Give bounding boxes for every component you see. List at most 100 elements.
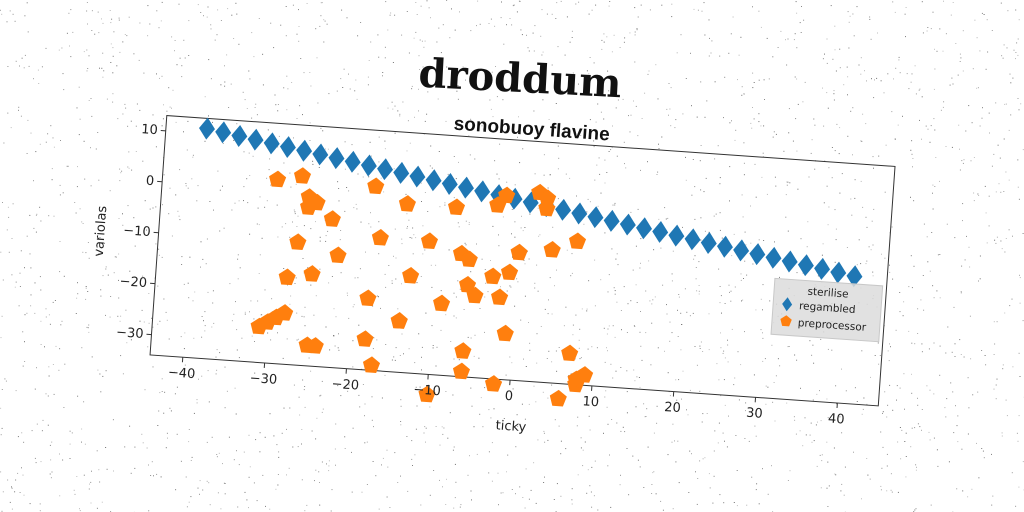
speckle-dot bbox=[936, 449, 938, 451]
speckle-dot bbox=[328, 470, 330, 472]
speckle-dot bbox=[173, 371, 175, 373]
speckle-dot bbox=[708, 349, 710, 351]
speckle-dot bbox=[555, 18, 557, 19]
speckle-dot bbox=[680, 312, 682, 314]
speckle-dot bbox=[695, 471, 696, 473]
speckle-dot bbox=[371, 396, 373, 398]
speckle-dot bbox=[248, 434, 250, 436]
speckle-dot bbox=[156, 10, 158, 12]
speckle-dot bbox=[795, 1, 797, 3]
speckle-dot bbox=[4, 378, 6, 380]
speckle-dot bbox=[188, 297, 190, 299]
speckle-dot bbox=[624, 163, 625, 165]
speckle-dot bbox=[506, 290, 508, 292]
speckle-dot bbox=[600, 111, 602, 113]
speckle-dot bbox=[521, 403, 523, 405]
speckle-dot bbox=[572, 81, 574, 82]
speckle-dot bbox=[164, 391, 166, 393]
speckle-dot bbox=[580, 447, 582, 449]
speckle-dot bbox=[933, 342, 935, 344]
speckle-dot bbox=[333, 335, 335, 336]
speckle-dot bbox=[443, 427, 445, 429]
speckle-dot bbox=[652, 472, 654, 474]
speckle-dot bbox=[401, 34, 403, 36]
speckle-dot bbox=[478, 357, 480, 359]
speckle-dot bbox=[876, 77, 878, 79]
speckle-dot bbox=[283, 162, 285, 164]
speckle-dot bbox=[932, 11, 934, 13]
speckle-dot bbox=[190, 496, 192, 498]
speckle-dot bbox=[158, 410, 160, 412]
speckle-dot bbox=[636, 28, 638, 30]
speckle-dot bbox=[666, 313, 668, 315]
point-preprocessor bbox=[300, 198, 318, 215]
speckle-dot bbox=[82, 223, 84, 224]
speckle-dot bbox=[968, 407, 970, 409]
speckle-dot bbox=[231, 320, 233, 322]
speckle-dot bbox=[320, 127, 322, 129]
speckle-dot bbox=[762, 156, 764, 158]
speckle-dot bbox=[174, 40, 176, 41]
speckle-dot bbox=[612, 325, 614, 327]
speckle-dot bbox=[936, 50, 938, 52]
speckle-dot bbox=[655, 64, 657, 66]
speckle-dot bbox=[30, 267, 32, 269]
speckle-dot bbox=[310, 85, 312, 87]
speckle-dot bbox=[708, 231, 710, 233]
speckle-dot bbox=[424, 192, 426, 193]
speckle-dot bbox=[336, 90, 338, 92]
speckle-dot bbox=[860, 180, 862, 182]
speckle-dot bbox=[28, 65, 30, 67]
point-regambled bbox=[636, 217, 653, 240]
speckle-dot bbox=[1006, 415, 1008, 417]
speckle-dot bbox=[349, 88, 351, 90]
speckle-dot bbox=[139, 109, 141, 111]
speckle-dot bbox=[105, 314, 106, 316]
speckle-dot bbox=[347, 390, 349, 392]
speckle-dot bbox=[636, 302, 638, 303]
speckle-dot bbox=[476, 25, 477, 27]
speckle-dot bbox=[839, 416, 841, 418]
speckle-dot bbox=[236, 123, 238, 125]
speckle-dot bbox=[524, 507, 526, 509]
speckle-dot bbox=[753, 118, 755, 120]
speckle-dot bbox=[746, 274, 748, 276]
speckle-dot bbox=[335, 464, 336, 466]
speckle-dot bbox=[734, 286, 736, 288]
speckle-dot bbox=[473, 84, 475, 86]
speckle-dot bbox=[724, 440, 725, 442]
speckle-dot bbox=[39, 206, 41, 208]
speckle-dot bbox=[827, 506, 829, 507]
speckle-dot bbox=[275, 488, 277, 490]
speckle-dot bbox=[1018, 198, 1020, 200]
speckle-dot bbox=[667, 454, 669, 456]
speckle-dot bbox=[839, 127, 841, 129]
speckle-dot bbox=[945, 416, 947, 418]
speckle-dot bbox=[594, 179, 596, 181]
speckle-dot bbox=[1011, 472, 1013, 474]
speckle-dot bbox=[419, 386, 421, 388]
speckle-dot bbox=[639, 386, 641, 388]
point-regambled bbox=[328, 147, 345, 170]
speckle-dot bbox=[507, 454, 509, 456]
speckle-dot bbox=[392, 108, 394, 110]
speckle-dot bbox=[171, 235, 173, 237]
speckle-dot bbox=[303, 72, 305, 74]
speckle-dot bbox=[206, 441, 208, 443]
speckle-dot bbox=[352, 427, 354, 429]
speckle-dot bbox=[69, 430, 71, 432]
speckle-dot bbox=[40, 461, 42, 463]
speckle-dot bbox=[1002, 57, 1004, 59]
speckle-dot bbox=[833, 90, 835, 92]
speckle-dot bbox=[674, 440, 675, 442]
speckle-dot bbox=[62, 73, 64, 75]
speckle-dot bbox=[985, 212, 987, 214]
speckle-dot bbox=[715, 213, 717, 215]
speckle-dot bbox=[535, 502, 537, 504]
legend-label-preprocessor: preprocessor bbox=[797, 317, 867, 334]
speckle-dot bbox=[991, 165, 993, 167]
speckle-dot bbox=[933, 118, 935, 120]
speckle-dot bbox=[74, 493, 76, 495]
speckle-dot bbox=[243, 151, 245, 153]
speckle-dot bbox=[315, 221, 316, 223]
